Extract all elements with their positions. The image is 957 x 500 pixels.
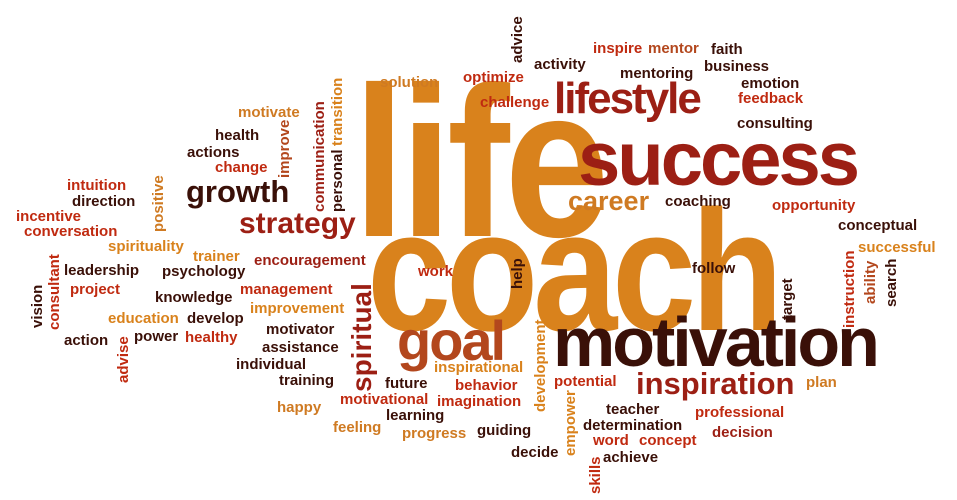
word-consultant: consultant — [46, 254, 63, 330]
word-search: search — [883, 258, 900, 307]
word-optimize: optimize — [463, 69, 524, 86]
word-lifestyle: lifestyle — [554, 74, 702, 123]
word-empower: empower — [562, 390, 579, 456]
word-motivational: motivational — [340, 391, 429, 408]
word-help: help — [509, 258, 526, 289]
word-success: success — [578, 117, 860, 202]
word-leadership: leadership — [64, 262, 140, 279]
word-challenge: challenge — [480, 94, 550, 111]
word-opportunity: opportunity — [772, 197, 856, 214]
word-consulting: consulting — [737, 115, 813, 132]
word-future: future — [385, 375, 428, 392]
word-decide: decide — [511, 444, 559, 461]
word-activity: activity — [534, 56, 586, 73]
word-conceptual: conceptual — [838, 217, 918, 234]
word-inspiration: inspiration — [636, 366, 795, 401]
word-achieve: achieve — [603, 449, 659, 466]
word-personal: personal — [329, 149, 346, 212]
word-behavior: behavior — [455, 377, 518, 394]
word-improve: improve — [276, 119, 293, 178]
word-teacher: teacher — [606, 401, 660, 418]
word-conversation: conversation — [24, 223, 118, 240]
word-incentive: incentive — [16, 208, 82, 225]
word-inspire: inspire — [593, 40, 643, 57]
word-health: health — [215, 127, 260, 144]
word-assistance: assistance — [262, 339, 339, 356]
word-motivate: motivate — [238, 104, 300, 121]
word-mentor: mentor — [648, 40, 699, 57]
word-decision: decision — [712, 424, 773, 441]
word-coaching: coaching — [665, 193, 731, 210]
word-improvement: improvement — [250, 300, 345, 317]
word-motivator: motivator — [266, 321, 335, 338]
word-potential: potential — [554, 373, 617, 390]
word-faith: faith — [711, 41, 743, 58]
word-plan: plan — [806, 374, 837, 391]
word-education: education — [108, 310, 179, 327]
word-successful: successful — [858, 239, 936, 256]
word-project: project — [70, 281, 121, 298]
word-word: word — [593, 432, 629, 449]
word-target: target — [779, 278, 796, 320]
word-coach: coach — [367, 175, 783, 367]
word-encouragement: encouragement — [254, 252, 366, 269]
word-feedback: feedback — [738, 90, 804, 107]
word-knowledge: knowledge — [155, 289, 233, 306]
word-follow: follow — [692, 260, 736, 277]
word-spiritual: spiritual — [346, 283, 377, 392]
word-psychology: psychology — [162, 263, 246, 280]
word-vision: vision — [29, 284, 46, 328]
word-trainer: trainer — [193, 248, 240, 265]
word-develop: develop — [187, 310, 244, 327]
word-mentoring: mentoring — [620, 65, 694, 82]
word-life: life — [353, 43, 609, 282]
word-solution: solution — [380, 74, 439, 91]
word-instruction: instruction — [841, 250, 858, 329]
word-motivation: motivation — [553, 303, 880, 381]
word-work: work — [418, 263, 454, 280]
word-training: training — [279, 372, 334, 389]
word-skills: skills — [587, 456, 604, 494]
word-communication: communication — [311, 101, 328, 212]
word-transition: transition — [329, 77, 346, 146]
word-direction: direction — [72, 193, 136, 210]
word-determination: determination — [583, 417, 683, 434]
word-feeling: feeling — [333, 419, 382, 436]
word-strategy: strategy — [239, 207, 356, 240]
word-change: change — [215, 159, 268, 176]
word-learning: learning — [386, 407, 445, 424]
word-career: career — [568, 186, 650, 216]
word-action: action — [64, 332, 109, 349]
word-positive: positive — [150, 175, 167, 232]
word-individual: individual — [236, 356, 307, 373]
word-advise: advise — [115, 336, 132, 383]
word-growth: growth — [186, 174, 290, 209]
word-emotion: emotion — [741, 75, 800, 92]
word-imagination: imagination — [437, 393, 522, 410]
word-guiding: guiding — [477, 422, 532, 439]
word-actions: actions — [187, 144, 240, 161]
word-intuition: intuition — [67, 177, 127, 194]
word-advice: advice — [509, 16, 526, 63]
word-goal: goal — [397, 309, 506, 372]
word-power: power — [134, 328, 179, 345]
word-ability: ability — [862, 260, 879, 304]
word-happy: happy — [277, 399, 322, 416]
word-management: management — [240, 281, 333, 298]
word-inspirational: inspirational — [434, 359, 524, 376]
word-professional: professional — [695, 404, 785, 421]
word-development: development — [532, 319, 549, 412]
word-progress: progress — [402, 425, 467, 442]
word-concept: concept — [639, 432, 697, 449]
word-healthy: healthy — [185, 329, 238, 346]
word-business: business — [704, 58, 770, 75]
word-spirituality: spirituality — [108, 238, 184, 255]
